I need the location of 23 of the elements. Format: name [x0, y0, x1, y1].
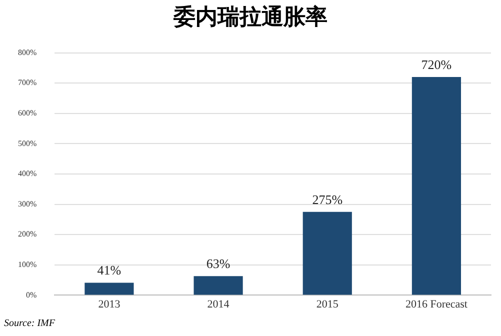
x-tick-label: 2014 — [207, 298, 230, 311]
y-tick-label: 0% — [26, 290, 37, 300]
y-tick-label: 800% — [18, 48, 37, 57]
y-tick-label: 100% — [18, 260, 37, 269]
y-tick-label: 500% — [18, 138, 37, 148]
x-tick-label: 2016 Forecast — [405, 298, 468, 311]
data-label: 720% — [421, 56, 452, 72]
chart-title: 委内瑞拉通胀率 — [172, 4, 328, 32]
data-label: 41% — [97, 262, 122, 278]
x-tick-label: 2013 — [98, 298, 121, 311]
y-tick-label: 400% — [18, 169, 37, 178]
source-note: Source: IMF — [4, 318, 55, 329]
y-tick-label: 300% — [18, 199, 37, 208]
bar — [302, 212, 352, 295]
data-label: 275% — [312, 192, 343, 207]
bar — [84, 282, 134, 295]
data-label: 63% — [206, 256, 230, 272]
bar — [412, 77, 461, 295]
y-tick-label: 600% — [18, 108, 37, 118]
y-tick-label: 700% — [18, 78, 37, 88]
bar — [194, 276, 243, 295]
y-tick-label: 200% — [18, 230, 37, 239]
x-tick-label: 2015 — [316, 298, 339, 311]
